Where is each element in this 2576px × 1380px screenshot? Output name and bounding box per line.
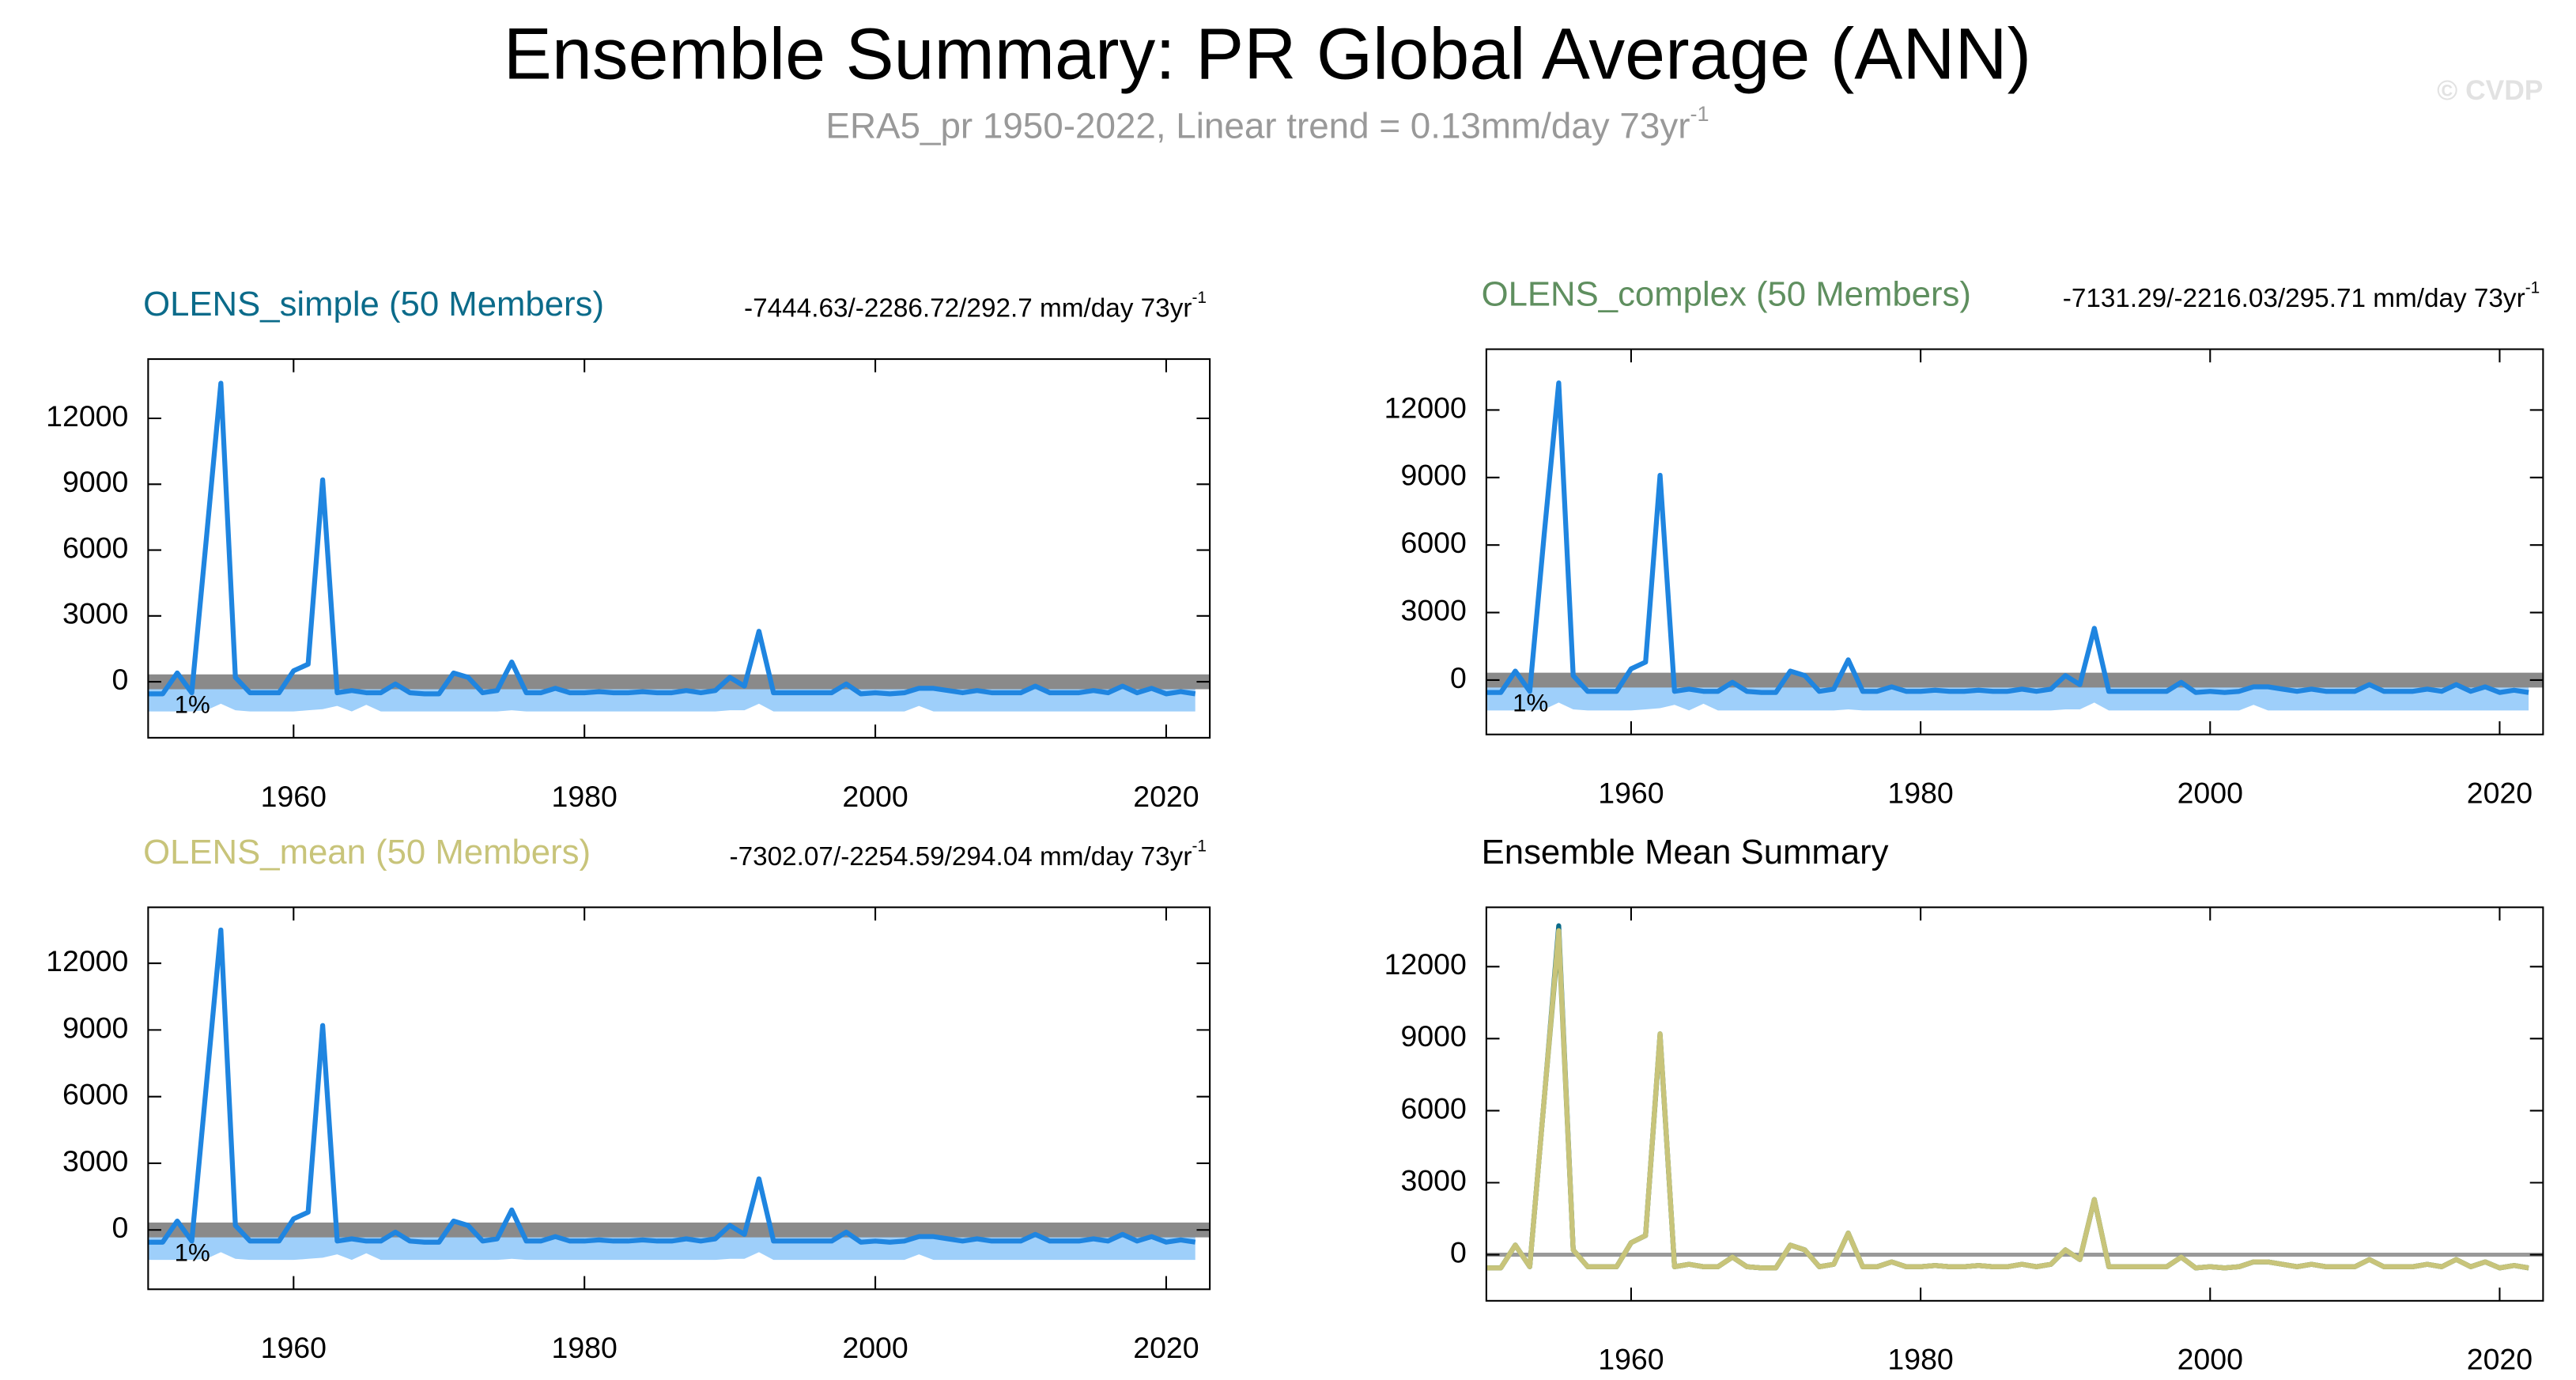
trend-label-text: -7131.29/-2216.03/295.71 mm/day 73yr	[2063, 284, 2525, 313]
y-tick-label: 12000	[1384, 391, 1467, 424]
trend-label-text: -7302.07/-2254.59/294.04 mm/day 73yr	[730, 842, 1192, 871]
plot-frame	[147, 358, 1211, 739]
x-tick-label: 1960	[1598, 777, 1664, 810]
data-line	[1486, 380, 2529, 695]
x-tick-label: 1960	[261, 1331, 327, 1364]
x-tick-label: 2000	[2178, 777, 2243, 810]
y-tick-label: 6000	[1401, 1091, 1467, 1125]
y-tick-label: 0	[1450, 661, 1467, 694]
y-tick-label: 9000	[62, 465, 128, 498]
watermark: © CVDP	[2437, 75, 2543, 106]
trend-label-text: -7444.63/-2286.72/292.7 mm/day 73yr	[744, 293, 1192, 323]
x-tick-label: 2000	[842, 780, 908, 813]
data-line	[1486, 932, 2529, 1271]
trend-label-superscript: -1	[2525, 278, 2540, 297]
trend-label: -7302.07/-2254.59/294.04 mm/day 73yr-1	[730, 837, 1207, 871]
annotation: 1%	[175, 1239, 210, 1267]
trend-label: -7444.63/-2286.72/292.7 mm/day 73yr-1	[744, 289, 1207, 323]
panel-title: OLENS_simple (50 Members)	[143, 285, 604, 323]
trend-label-superscript: -1	[1192, 289, 1207, 307]
x-tick-label: 1980	[551, 1331, 617, 1364]
subtitle-superscript: -1	[1690, 102, 1709, 126]
y-tick-label: 9000	[62, 1011, 128, 1044]
x-tick-label: 2000	[842, 1331, 908, 1364]
x-tick-label: 2020	[2467, 1343, 2533, 1376]
y-tick-label: 3000	[62, 1144, 128, 1178]
plot-frame	[1485, 348, 2544, 735]
plot-frame	[147, 906, 1211, 1291]
y-tick-label: 3000	[1401, 1163, 1467, 1197]
y-tick-label: 3000	[62, 597, 128, 630]
y-tick-label: 3000	[1401, 593, 1467, 626]
figure-subtitle: ERA5_pr 1950-2022, Linear trend = 0.13mm…	[825, 102, 1709, 146]
x-tick-label: 1960	[261, 780, 327, 813]
y-tick-label: 0	[1450, 1235, 1467, 1268]
y-tick-label: 12000	[1384, 947, 1467, 981]
y-tick-label: 9000	[1401, 459, 1467, 492]
y-tick-label: 6000	[1401, 526, 1467, 559]
data-line	[1486, 928, 2529, 1271]
y-tick-label: 6000	[62, 1078, 128, 1111]
data-line	[148, 927, 1196, 1245]
y-tick-label: 0	[112, 663, 129, 696]
annotation: 1%	[175, 691, 210, 719]
panel-title: Ensemble Mean Summary	[1482, 833, 1889, 871]
x-tick-label: 2000	[2178, 1343, 2243, 1376]
x-tick-label: 2020	[1133, 1331, 1199, 1364]
data-line	[148, 380, 1196, 697]
x-tick-label: 1980	[1887, 777, 1953, 810]
data-line	[1486, 923, 2529, 1271]
y-tick-label: 12000	[46, 399, 128, 433]
figure-title: Ensemble Summary: PR Global Average (ANN…	[504, 13, 2031, 94]
x-tick-label: 1980	[551, 780, 617, 813]
y-tick-label: 12000	[46, 944, 128, 977]
subtitle-text: ERA5_pr 1950-2022, Linear trend = 0.13mm…	[825, 106, 1690, 146]
plot-frame	[1485, 906, 2544, 1302]
y-tick-label: 6000	[62, 531, 128, 564]
panel-title: OLENS_mean (50 Members)	[143, 833, 591, 871]
x-tick-label: 2020	[1133, 780, 1199, 813]
y-tick-label: 9000	[1401, 1019, 1467, 1053]
trend-label-superscript: -1	[1192, 837, 1207, 855]
annotation: 1%	[1513, 689, 1548, 716]
y-tick-label: 0	[112, 1211, 129, 1244]
panel-title: OLENS_complex (50 Members)	[1482, 274, 1971, 313]
trend-label: -7131.29/-2216.03/295.71 mm/day 73yr-1	[2063, 278, 2540, 313]
x-tick-label: 1960	[1598, 1343, 1664, 1376]
x-tick-label: 1980	[1887, 1343, 1953, 1376]
x-tick-label: 2020	[2467, 777, 2533, 810]
